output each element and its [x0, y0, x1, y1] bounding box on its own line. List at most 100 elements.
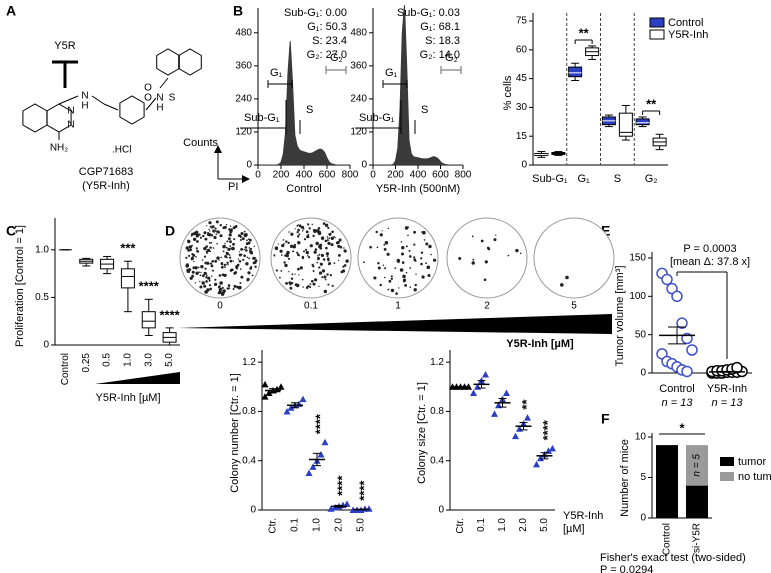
colony	[212, 229, 216, 233]
colony	[228, 237, 231, 241]
x-tick-label: 1.0	[312, 518, 323, 532]
colony	[381, 230, 383, 232]
colony	[201, 281, 205, 285]
colony	[243, 230, 246, 233]
point	[549, 444, 556, 452]
colony	[333, 235, 336, 238]
point	[470, 389, 477, 396]
y-axis-label: Colony size [Ctr. = 1]	[416, 382, 428, 484]
x-axis-label: Y5R-Inh [µM]	[95, 392, 160, 404]
legend-swatch	[720, 457, 734, 466]
colony	[254, 259, 258, 262]
colony	[281, 244, 285, 248]
note: P = 0.0294	[600, 564, 653, 573]
colony	[210, 247, 213, 249]
bar	[656, 445, 678, 518]
colony	[296, 251, 299, 254]
colony	[216, 242, 218, 245]
x-tick-label: 200	[387, 170, 404, 181]
colony	[382, 264, 385, 266]
colony	[303, 250, 305, 253]
colony	[222, 245, 226, 249]
colony	[241, 232, 243, 234]
box	[141, 311, 156, 329]
atom-label: H	[81, 101, 88, 112]
box	[618, 112, 633, 137]
ring	[178, 48, 202, 76]
colony	[297, 235, 300, 238]
colony	[313, 230, 317, 234]
colony	[224, 242, 226, 245]
point	[343, 500, 351, 507]
colony	[192, 237, 197, 241]
colony	[319, 271, 323, 275]
colony	[280, 270, 283, 272]
colony	[208, 279, 211, 282]
y-tick-label: 360	[350, 60, 367, 71]
colony	[519, 252, 522, 255]
colony	[376, 246, 379, 249]
colony	[471, 261, 475, 265]
colony	[292, 250, 295, 253]
n-label: n = 13	[712, 397, 744, 409]
colony	[275, 269, 278, 272]
colony	[305, 250, 309, 255]
colony	[229, 225, 232, 227]
y-tick-label: 15	[516, 131, 528, 142]
colony	[312, 282, 316, 286]
colony	[285, 282, 288, 285]
colony	[217, 291, 221, 295]
colony	[225, 224, 228, 226]
salt-label: .HCl	[112, 145, 131, 156]
colony	[189, 276, 193, 280]
colony	[206, 274, 208, 277]
stat-text: G₁: 50.3	[307, 21, 347, 33]
colony	[196, 240, 199, 243]
colony	[249, 251, 254, 255]
x-tick-label: Control	[659, 383, 694, 395]
panel-label: F	[601, 411, 610, 427]
atom-label: H	[156, 103, 163, 114]
colony	[327, 241, 331, 245]
colony	[240, 239, 242, 241]
significance: *	[679, 420, 685, 435]
colony	[390, 277, 393, 280]
colony	[413, 230, 416, 234]
colony	[312, 234, 315, 238]
y-tick-label: 150	[629, 253, 646, 264]
colony	[404, 284, 407, 287]
bond	[91, 95, 105, 105]
gradient-label: Y5R-Inh [µM]	[506, 338, 574, 350]
legend-label: Y5R-Inh	[668, 29, 708, 41]
colony	[337, 244, 341, 248]
point	[661, 273, 673, 286]
colony	[311, 279, 314, 283]
colony	[219, 281, 223, 285]
colony	[325, 246, 328, 250]
colony	[204, 237, 208, 241]
colony	[231, 268, 234, 271]
colony	[413, 243, 416, 246]
y-tick-label: 10	[635, 432, 647, 443]
colony	[379, 283, 382, 287]
colony	[289, 286, 293, 290]
y-tick-label: 480	[235, 27, 252, 38]
panel-label: C	[6, 223, 16, 239]
colony	[294, 273, 296, 275]
colony	[326, 255, 329, 257]
y-tick-label: 360	[235, 60, 252, 71]
colony	[248, 257, 251, 260]
x-tick-label: 600	[432, 170, 449, 181]
colony	[217, 285, 221, 289]
colony	[323, 275, 327, 279]
significance: ****	[356, 480, 371, 501]
point	[261, 393, 269, 400]
colony	[209, 287, 212, 291]
colony	[288, 271, 290, 273]
colony	[333, 262, 336, 265]
y-axis-label: % cells	[502, 75, 514, 110]
colony	[247, 238, 250, 240]
colony	[226, 252, 230, 256]
significance: ***	[120, 241, 136, 256]
colony	[233, 284, 237, 288]
